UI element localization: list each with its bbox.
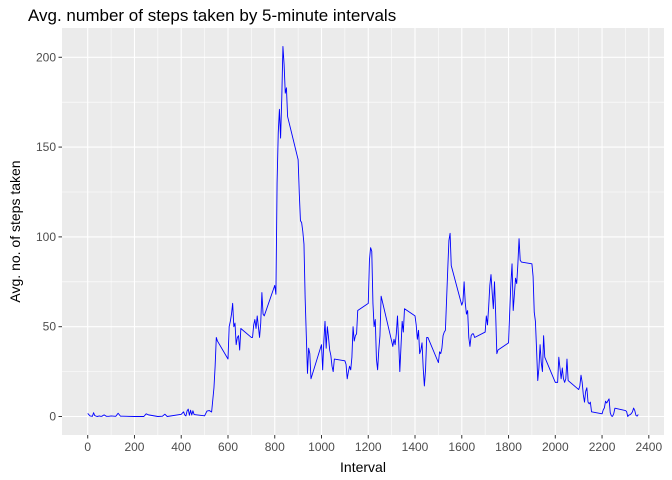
x-tick-label: 2400 <box>635 440 662 454</box>
y-tick-label: 0 <box>49 410 56 424</box>
x-tick-label: 400 <box>171 440 191 454</box>
minor-gridlines <box>62 28 664 435</box>
x-tick-label: 800 <box>265 440 285 454</box>
x-tick-label: 1400 <box>402 440 429 454</box>
x-tick-label: 2200 <box>589 440 616 454</box>
x-tick-label: 2000 <box>542 440 569 454</box>
x-tick-label: 200 <box>124 440 144 454</box>
x-tick-label: 1200 <box>355 440 382 454</box>
series-line <box>87 46 639 417</box>
series-layer <box>87 46 639 417</box>
x-tick-label: 600 <box>218 440 238 454</box>
chart-title: Avg. number of steps taken by 5-minute i… <box>28 6 397 25</box>
plot-panel <box>62 28 664 435</box>
y-axis-title: Avg. no. of steps taken <box>7 160 23 302</box>
y-tick-label: 50 <box>43 320 57 334</box>
x-axis-title: Interval <box>340 459 386 475</box>
x-tick-label: 0 <box>84 440 91 454</box>
y-tick-label: 150 <box>36 140 56 154</box>
y-tick-label: 100 <box>36 230 56 244</box>
x-axis: 0 200 400 600 800 1000 1200 1400 1600 1800 2000 220… <box>84 435 662 454</box>
y-axis: 0 50 100 150 200 <box>36 50 62 424</box>
x-tick-label: 1000 <box>308 440 335 454</box>
x-tick-label: 1600 <box>448 440 475 454</box>
x-tick-label: 1800 <box>495 440 522 454</box>
y-tick-label: 200 <box>36 50 56 64</box>
major-gridlines <box>62 28 664 435</box>
